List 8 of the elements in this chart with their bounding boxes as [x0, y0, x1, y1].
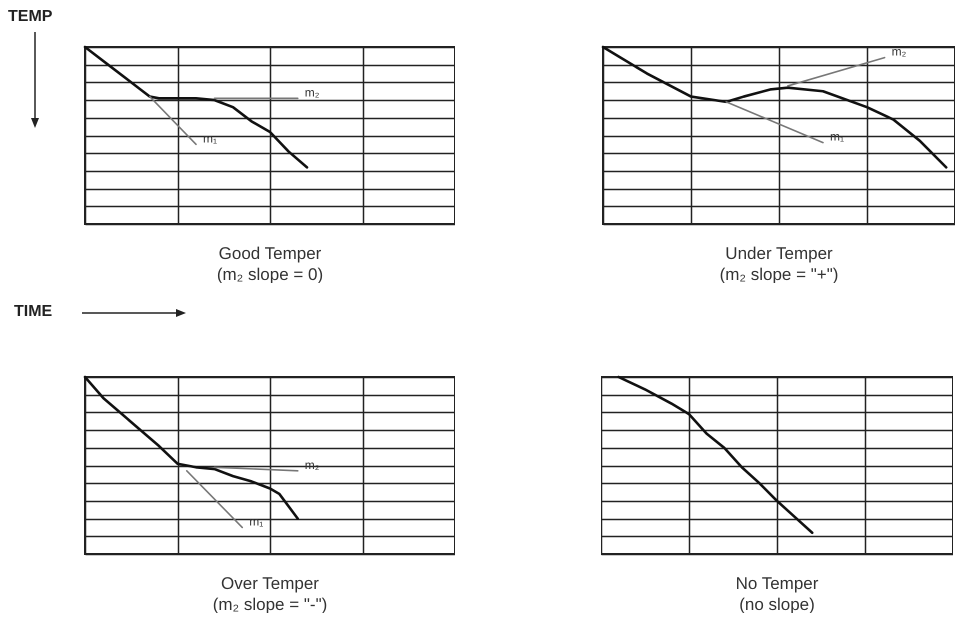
text: No Temper	[736, 574, 819, 593]
series-label: m₂	[304, 85, 320, 100]
y-axis-title: TEMP	[8, 8, 52, 26]
series-label: m₂	[892, 44, 907, 59]
text: Good Temper	[218, 244, 322, 263]
text: Under Temper	[725, 244, 834, 263]
text: Over Temper	[221, 574, 320, 593]
x-axis-title: TIME	[14, 303, 52, 321]
